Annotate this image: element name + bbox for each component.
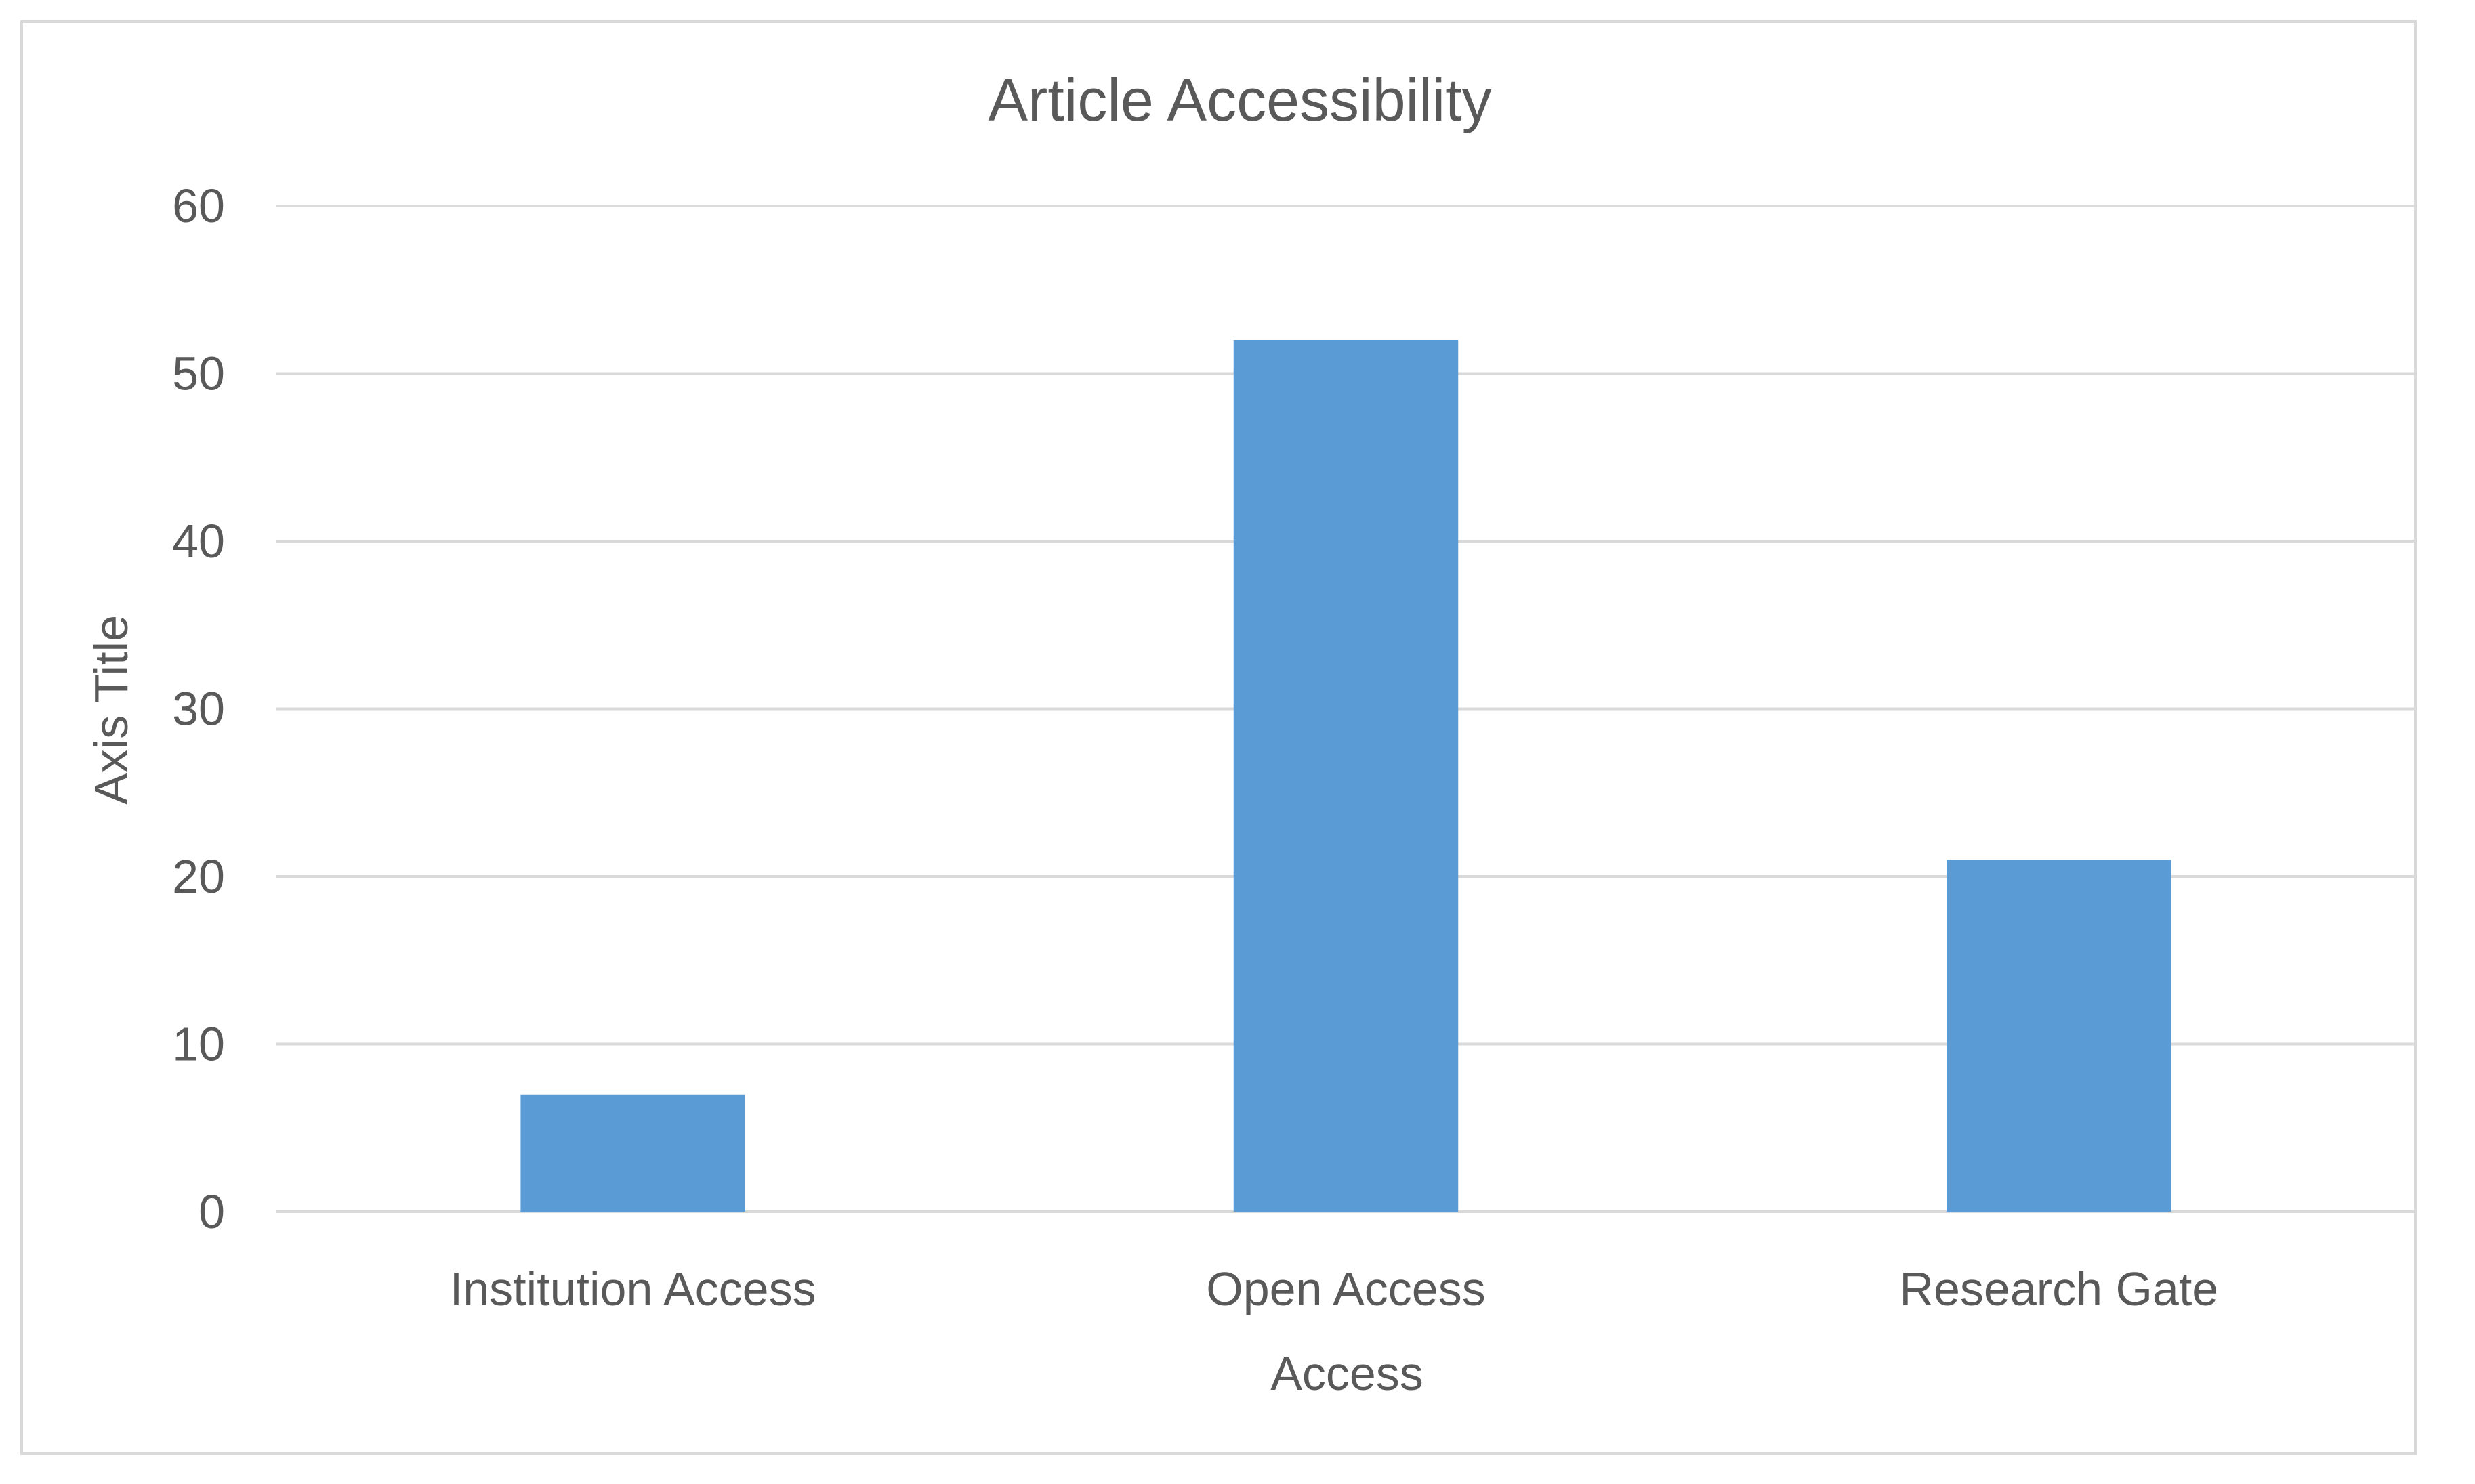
y-tick-label: 10 <box>172 1018 225 1071</box>
bars <box>520 340 2171 1212</box>
y-tick-label: 60 <box>172 179 225 232</box>
y-tick-label: 40 <box>172 515 225 568</box>
x-tick-label: Research Gate <box>1899 1263 2218 1315</box>
bar-research-gate <box>1947 860 2171 1212</box>
bar-institution-access <box>520 1094 745 1212</box>
y-tick-labels: 0 10 20 30 40 50 60 <box>172 179 225 1238</box>
x-tick-labels: Institution Access Open Access Research Ga… <box>450 1263 2218 1315</box>
y-tick-label: 50 <box>172 347 225 400</box>
chart-frame <box>20 20 2417 1455</box>
x-tick-label: Institution Access <box>450 1263 816 1315</box>
x-tick-label: Open Access <box>1206 1263 1485 1315</box>
chart-title: Article Accessibility <box>988 66 1491 133</box>
y-tick-label: 20 <box>172 850 225 903</box>
bar-open-access <box>1233 340 1459 1212</box>
y-tick-label: 0 <box>199 1185 225 1238</box>
y-tick-label: 30 <box>172 683 225 736</box>
x-axis-label: Access <box>1270 1347 1423 1400</box>
y-axis-label: Axis Title <box>85 615 138 805</box>
